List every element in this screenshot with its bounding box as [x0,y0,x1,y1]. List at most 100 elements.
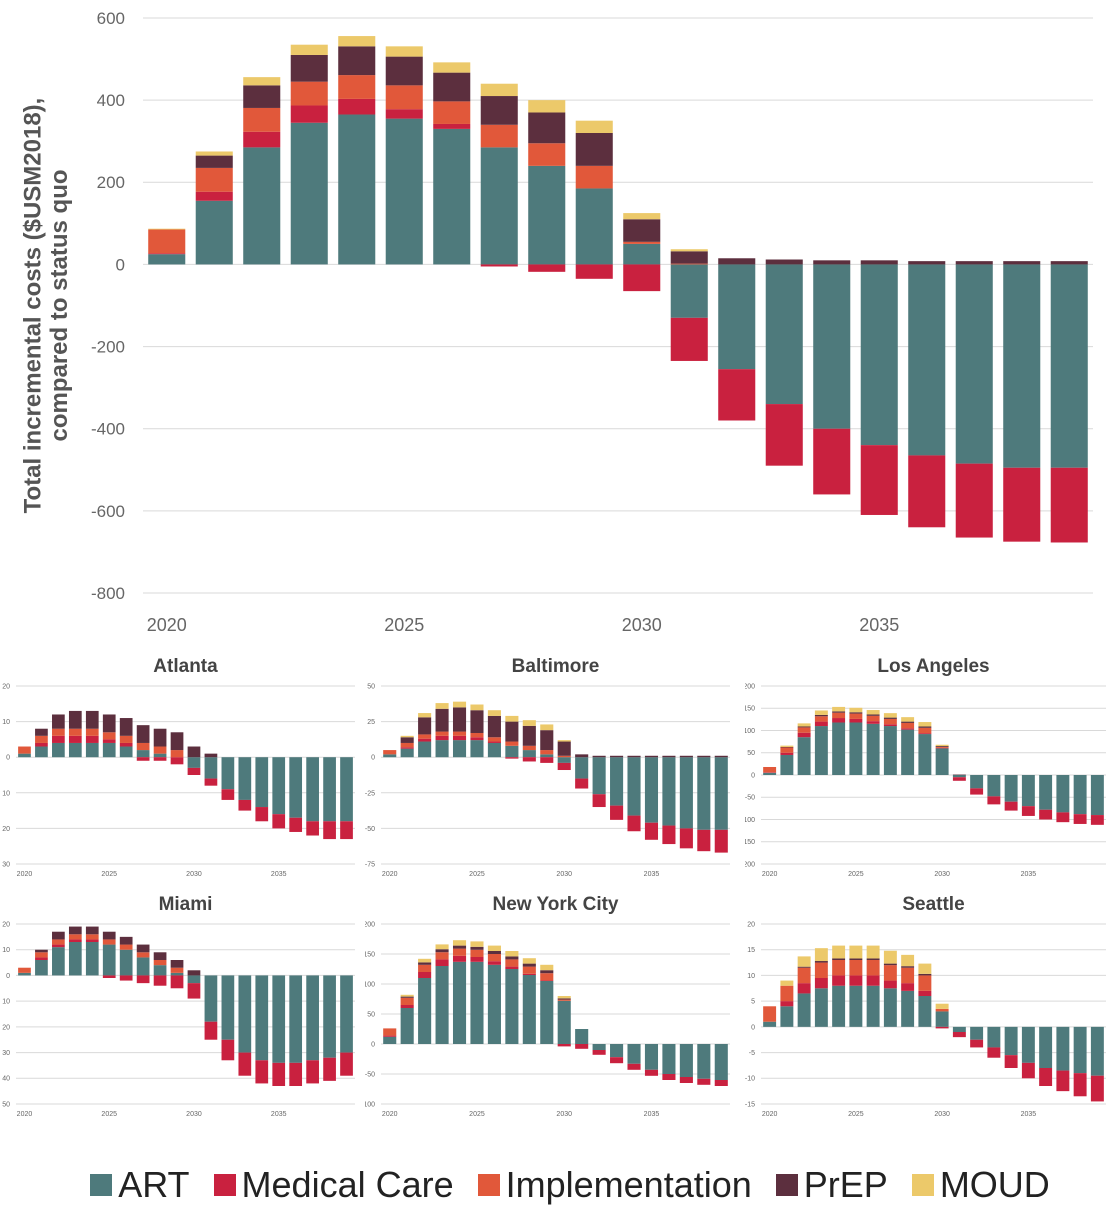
bar-segment-art-2028 [901,990,915,1027]
bar-segment-moud-2026 [866,710,880,715]
y-tick-label: 10 [747,973,755,980]
y-tick-label: -10 [745,1076,755,1083]
y-tick-label: 20 [2,826,10,833]
bar-segment-implementation-2029 [918,727,932,734]
bar-segment-medical-care-2029 [918,733,932,735]
bar-segment-art-2024 [832,985,846,1027]
bar-segment-moud-2024 [452,701,467,708]
bar-segment-moud-2030 [557,996,571,999]
x-tick-label: 2035 [644,871,660,878]
bar-segment-medical-care-2022 [797,983,811,994]
bar-segment-moud-2024 [832,945,846,959]
chart-title: Los Angeles [877,656,989,677]
bar-segment-prep-2028 [901,721,915,723]
bar-segment-art-2020 [763,772,777,775]
bar-segment-moud-2028 [522,958,536,964]
bar-segment-implementation-2027 [505,959,519,967]
bar-segment-moud-2025 [470,941,484,947]
bar-segment-art-2038 [1003,264,1041,468]
bar-segment-prep-2023 [68,710,82,729]
bar-segment-medical-care-2031 [575,778,589,789]
bar-segment-implementation-2027 [883,965,897,981]
bar-segment-art-2024 [85,742,99,758]
bar-segment-art-2037 [679,1044,693,1077]
y-tick-label: -200 [745,861,755,868]
bar-segment-prep-2029 [918,726,932,728]
bar-segment-implementation-2030 [623,241,661,244]
bar-segment-implementation-2024 [832,712,846,719]
bar-segment-implementation-2028 [901,722,915,729]
bar-segment-implementation-2028 [528,143,566,166]
bar-segment-prep-2028 [901,966,915,968]
bar-segment-prep-2032 [718,258,756,265]
bar-segment-medical-care-2033 [987,796,1001,805]
bar-segment-implementation-2025 [102,732,116,740]
bar-segment-art-2034 [627,1044,641,1064]
bar-segment-implementation-2026 [866,715,880,722]
x-tick-label: 2030 [556,871,572,878]
y-tick-label: 5 [751,999,755,1006]
bar-segment-prep-2023 [435,708,449,732]
bar-segment-art-2037 [679,757,693,829]
y-tick-label: -100 [365,1101,375,1108]
y-tick-label: -25 [365,790,375,797]
chart-title: New York City [492,894,618,915]
x-tick-label: 2020 [762,1111,778,1118]
bar-segment-art-2027 [505,969,519,1044]
bar-segment-art-2025 [849,722,863,775]
bar-segment-art-2038 [323,757,336,822]
bar-segment-medical-care-2033 [987,1047,1001,1058]
bar-segment-prep-2027 [136,725,150,743]
bar-segment-medical-care-2023 [814,978,828,989]
y-tick-label: 100 [745,728,755,735]
bar-segment-medical-care-2037 [306,1060,319,1084]
bar-segment-art-2024 [452,740,467,758]
bar-segment-art-2035 [272,757,286,815]
bar-segment-medical-care-2036 [662,1074,676,1080]
bar-segment-implementation-2030 [935,746,949,748]
bar-segment-art-2020 [18,972,31,976]
bar-segment-art-2022 [243,147,281,265]
x-tick-label: 2035 [271,1111,287,1118]
bar-segment-art-2031 [952,775,966,778]
bar-segment-moud-2022 [418,713,432,718]
bar-segment-moud-2023 [814,710,828,715]
bar-segment-prep-2025 [102,931,116,940]
y-tick-label: 10 [2,947,10,954]
bar-segment-implementation-2025 [470,732,484,738]
bar-segment-implementation-2021 [400,742,414,748]
bar-segment-prep-2039 [714,755,728,758]
bar-segment-moud-2029 [918,963,932,974]
x-tick-label: 2020 [17,1111,33,1118]
bar-segment-medical-care-2035 [1021,806,1035,816]
bar-segment-art-2036 [908,264,946,456]
bar-segment-prep-2030 [187,970,201,976]
x-tick-label: 2025 [101,871,117,878]
bar-segment-medical-care-2027 [505,757,519,759]
x-tick-label: 2025 [101,1111,117,1118]
bar-segment-medical-care-2036 [662,825,676,845]
bar-segment-art-2021 [400,748,414,758]
bar-segment-medical-care-2028 [528,264,566,272]
bar-segment-medical-care-2032 [221,1039,235,1061]
bar-segment-implementation-2020 [763,1006,777,1022]
bar-segment-medical-care-2038 [697,829,711,852]
bar-segment-art-2036 [662,757,676,826]
bar-segment-medical-care-2038 [323,821,336,840]
bar-segment-medical-care-2026 [433,123,471,129]
bar-segment-medical-care-2026 [866,721,880,724]
y-tick-label: -50 [365,1071,375,1078]
bar-segment-prep-2023 [68,926,82,935]
bar-segment-medical-care-2034 [627,1063,641,1070]
bar-segment-prep-2033 [765,259,803,265]
bar-segment-prep-2027 [505,721,519,742]
bar-segment-medical-care-2026 [487,961,501,965]
bar-segment-implementation-2022 [797,727,811,733]
bar-segment-implementation-2024 [85,728,99,736]
legend-item-prep: PrEP [775,1164,888,1206]
bar-segment-implementation-2025 [849,960,863,976]
bar-segment-art-2026 [866,723,880,775]
bar-segment-medical-care-2039 [714,1080,728,1086]
bar-segment-medical-care-2021 [35,957,48,960]
bar-segment-moud-2025 [470,704,484,711]
